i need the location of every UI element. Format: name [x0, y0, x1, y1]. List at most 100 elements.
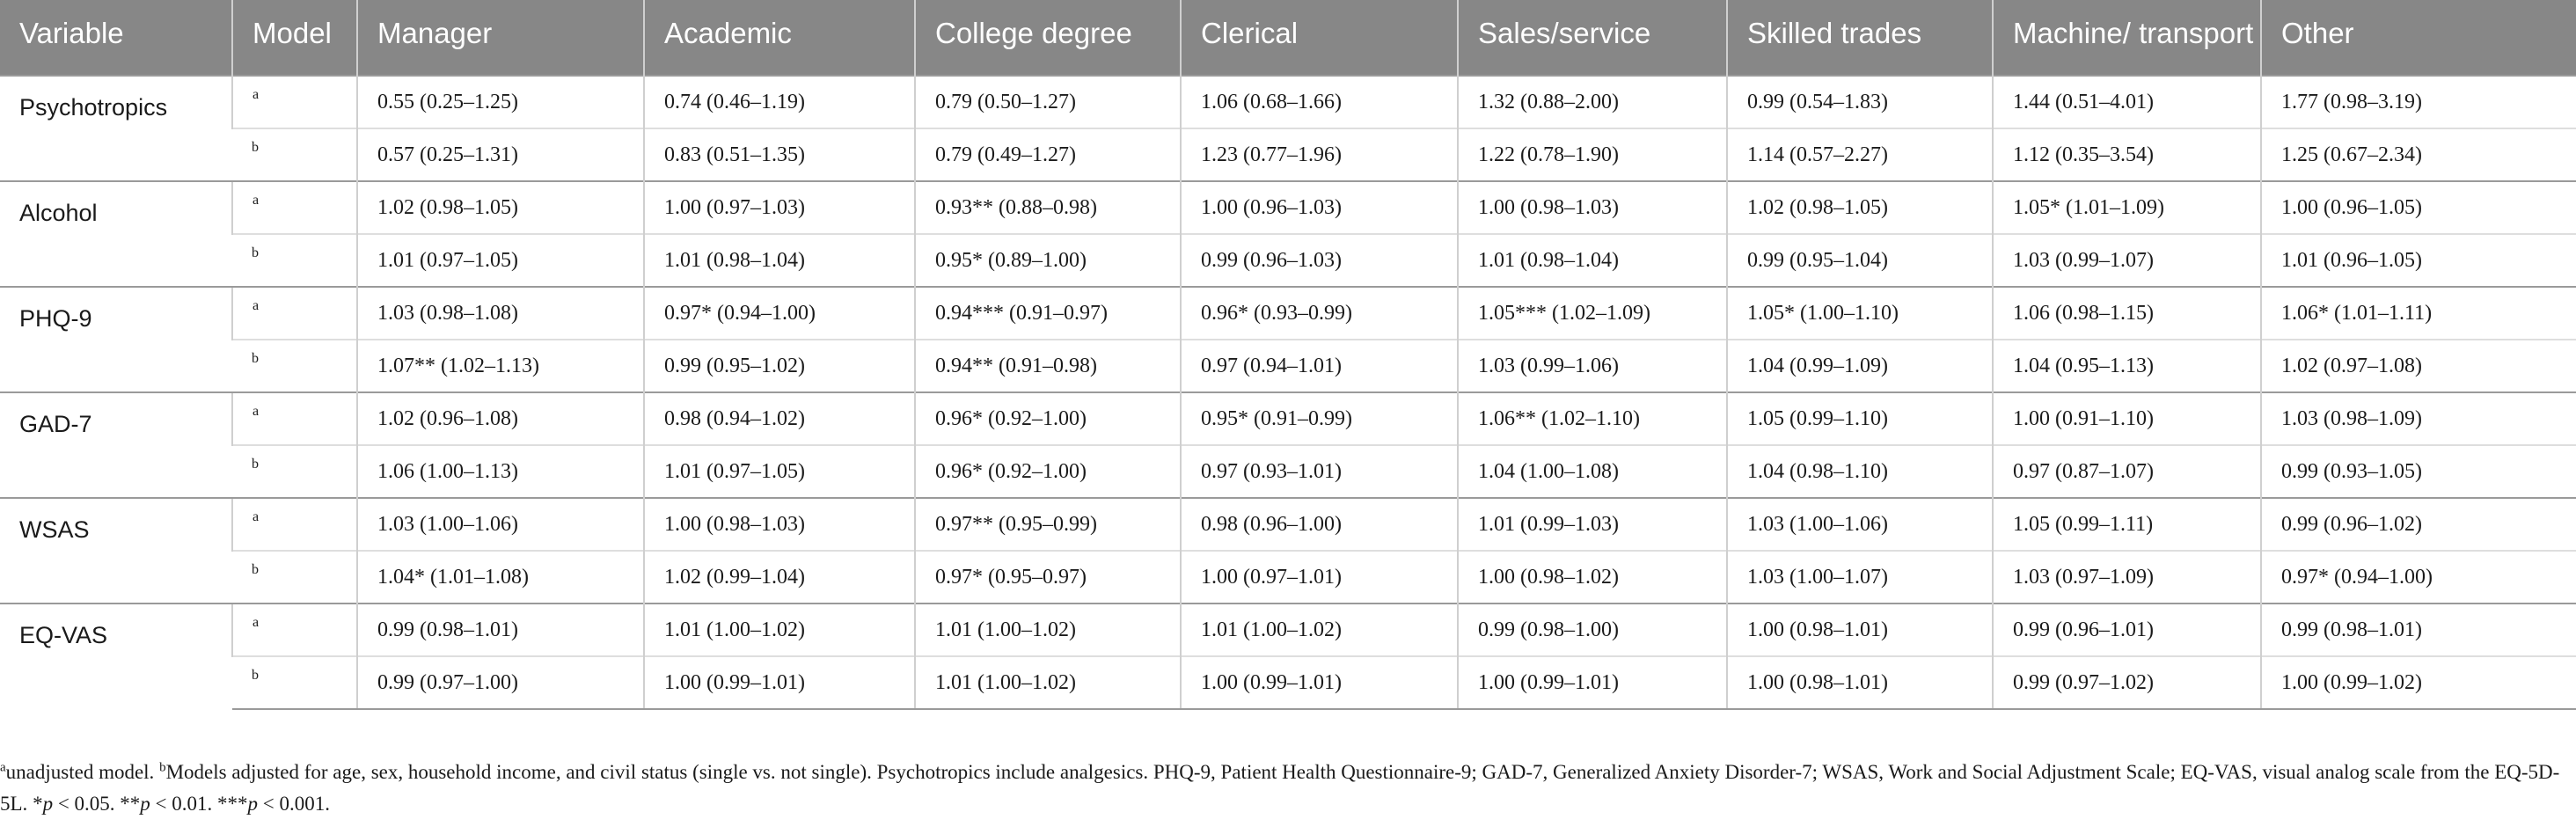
value-cell: 1.02 (0.99–1.04)	[643, 550, 915, 604]
value-cell: 1.14 (0.57–2.27)	[1726, 128, 1993, 181]
value-cell: 1.05 (0.99–1.10)	[1726, 391, 1993, 445]
value-cell: 0.95* (0.89–1.00)	[914, 233, 1181, 287]
value-cell: 1.00 (0.98–1.02)	[1457, 550, 1727, 604]
variable-cell: Psychotropics	[0, 75, 232, 181]
value-cell: 0.96* (0.92–1.00)	[914, 391, 1181, 445]
value-cell: 0.99 (0.98–1.01)	[2260, 603, 2576, 656]
footnote-p-3: p	[247, 793, 259, 815]
value-cell: 1.00 (0.99–1.01)	[1180, 655, 1458, 710]
value-cell: 0.99 (0.54–1.83)	[1726, 75, 1993, 128]
column-header: Manager	[356, 0, 644, 76]
value-cell: 1.01 (0.97–1.05)	[356, 233, 644, 287]
value-cell: 1.00 (0.99–1.01)	[643, 655, 915, 710]
value-cell: 1.00 (0.98–1.03)	[1457, 180, 1727, 234]
table-row: Psychotropics a 0.55 (0.25–1.25) 0.74 (0.46…	[0, 75, 2576, 181]
model-cell: a	[231, 75, 357, 128]
model-cell: a	[231, 286, 357, 340]
value-cell: 1.06* (1.01–1.11)	[2260, 286, 2576, 340]
variable-cell: WSAS	[0, 497, 232, 604]
value-cell: 1.02 (0.97–1.08)	[2260, 339, 2576, 392]
value-cell: 1.44 (0.51–4.01)	[1992, 75, 2261, 128]
value-cell: 0.99 (0.97–1.00)	[356, 655, 644, 710]
value-cell: 1.00 (0.98–1.01)	[1726, 655, 1993, 710]
value-cell: 1.03 (0.97–1.09)	[1992, 550, 2261, 604]
value-cell: 0.99 (0.96–1.01)	[1992, 603, 2261, 656]
table-row: b 1.06 (1.00–1.13) 1.01 (0.97–1.05) 0.96* (…	[0, 444, 2576, 498]
table-footnote: aunadjusted model. bModels adjusted for …	[0, 760, 2560, 815]
model-cell: b	[232, 655, 357, 710]
column-header: Machine/ transport	[1992, 0, 2261, 76]
value-cell: 0.97* (0.94–1.00)	[643, 286, 915, 340]
value-cell: 0.97 (0.94–1.01)	[1180, 339, 1458, 392]
variable-cell: PHQ-9	[0, 286, 232, 392]
footnote-sig-2: < 0.01.	[150, 793, 213, 815]
model-cell: a	[231, 497, 357, 551]
results-table: Variable Model Manager Academic College degr…	[0, 0, 2576, 710]
value-cell: 0.99 (0.96–1.02)	[2260, 497, 2576, 551]
model-cell: b	[232, 550, 357, 604]
value-cell: 1.02 (0.98–1.05)	[356, 180, 644, 234]
value-cell: 1.04 (1.00–1.08)	[1457, 444, 1727, 498]
value-cell: 1.00 (0.98–1.01)	[1726, 603, 1993, 656]
model-cell: b	[232, 339, 357, 392]
value-cell: 1.07** (1.02–1.13)	[356, 339, 644, 392]
column-header: Other	[2260, 0, 2576, 76]
value-cell: 0.99 (0.98–1.01)	[356, 603, 644, 656]
value-cell: 1.00 (0.91–1.10)	[1992, 391, 2261, 445]
value-cell: 1.23 (0.77–1.96)	[1180, 128, 1458, 181]
value-cell: 1.03 (1.00–1.07)	[1726, 550, 1993, 604]
table-row: b 1.01 (0.97–1.05) 1.01 (0.98–1.04) 0.95* (…	[0, 233, 2576, 287]
value-cell: 1.06 (0.68–1.66)	[1180, 75, 1458, 128]
value-cell: 1.01 (1.00–1.02)	[914, 655, 1181, 710]
value-cell: 0.99 (0.96–1.03)	[1180, 233, 1458, 287]
value-cell: 1.02 (0.98–1.05)	[1726, 180, 1993, 234]
table-row: b 0.99 (0.97–1.00) 1.00 (0.99–1.01) 1.01 (1…	[0, 655, 2576, 710]
value-cell: 1.01 (1.00–1.02)	[643, 603, 915, 656]
variable-cell: Alcohol	[0, 180, 232, 287]
value-cell: 1.05* (1.00–1.10)	[1726, 286, 1993, 340]
value-cell: 1.22 (0.78–1.90)	[1457, 128, 1727, 181]
footnote-marker-b: b	[159, 760, 166, 775]
value-cell: 0.96* (0.93–0.99)	[1180, 286, 1458, 340]
value-cell: 1.05 (0.99–1.11)	[1992, 497, 2261, 551]
value-cell: 0.99 (0.93–1.05)	[2260, 444, 2576, 498]
model-cell: b	[232, 444, 357, 498]
value-cell: 0.94*** (0.91–0.97)	[914, 286, 1181, 340]
value-cell: 1.00 (0.98–1.03)	[643, 497, 915, 551]
value-cell: 0.57 (0.25–1.31)	[356, 128, 644, 181]
value-cell: 1.00 (0.96–1.03)	[1180, 180, 1458, 234]
value-cell: 1.04* (1.01–1.08)	[356, 550, 644, 604]
value-cell: 0.93** (0.88–0.98)	[914, 180, 1181, 234]
value-cell: 0.97* (0.94–1.00)	[2260, 550, 2576, 604]
column-header: Skilled trades	[1726, 0, 1993, 76]
value-cell: 0.99 (0.97–1.02)	[1992, 655, 2261, 710]
model-cell: a	[231, 603, 357, 656]
value-cell: 0.98 (0.94–1.02)	[643, 391, 915, 445]
value-cell: 1.01 (0.96–1.05)	[2260, 233, 2576, 287]
value-cell: 0.97 (0.93–1.01)	[1180, 444, 1458, 498]
model-cell: a	[231, 391, 357, 445]
value-cell: 0.55 (0.25–1.25)	[356, 75, 644, 128]
value-cell: 0.99 (0.95–1.02)	[643, 339, 915, 392]
value-cell: 1.06** (1.02–1.10)	[1457, 391, 1727, 445]
value-cell: 1.01 (1.00–1.02)	[1180, 603, 1458, 656]
table-row: EQ-VAS a 0.99 (0.98–1.01) 1.01 (1.00–1.02) 1…	[0, 603, 2576, 709]
column-header: College degree	[914, 0, 1181, 76]
value-cell: 0.98 (0.96–1.00)	[1180, 497, 1458, 551]
value-cell: 0.79 (0.49–1.27)	[914, 128, 1181, 181]
value-cell: 0.99 (0.98–1.00)	[1457, 603, 1727, 656]
table-row: PHQ-9 a 1.03 (0.98–1.08) 0.97* (0.94–1.00) 0…	[0, 286, 2576, 392]
model-cell: a	[231, 180, 357, 234]
table-row: WSAS a 1.03 (1.00–1.06) 1.00 (0.98–1.03) 0.9…	[0, 497, 2576, 604]
table-body: Psychotropics a 0.55 (0.25–1.25) 0.74 (0.46…	[0, 75, 2576, 710]
value-cell: 1.03 (1.00–1.06)	[356, 497, 644, 551]
header-row: Variable Model Manager Academic College degr…	[0, 0, 2576, 76]
column-header: Academic	[643, 0, 915, 76]
table-row: Alcohol a 1.02 (0.98–1.05) 1.00 (0.97–1.03)…	[0, 180, 2576, 287]
value-cell: 1.03 (0.99–1.07)	[1992, 233, 2261, 287]
footnote-sig-3: < 0.001.	[258, 793, 331, 815]
value-cell: 0.97** (0.95–0.99)	[914, 497, 1181, 551]
value-cell: 1.06 (1.00–1.13)	[356, 444, 644, 498]
value-cell: 1.06 (0.98–1.15)	[1992, 286, 2261, 340]
